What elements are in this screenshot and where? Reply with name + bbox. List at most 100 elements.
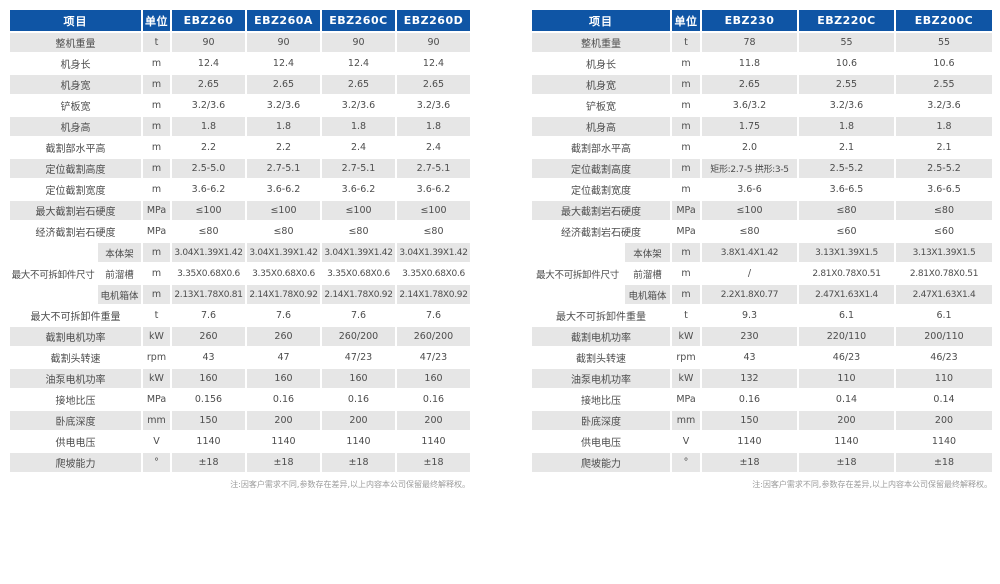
row-label: 卧底深度 bbox=[530, 409, 672, 432]
unit-cell: MPa bbox=[141, 220, 172, 243]
model-column-header: EBZ260A bbox=[245, 8, 322, 33]
row-label: 接地比压 bbox=[8, 388, 143, 411]
row-label: 机身宽 bbox=[8, 73, 143, 96]
table-row: 定位截割高度 m 2.5-5.0 2.7-5.1 2.7-5.1 2.7-5.1 bbox=[8, 157, 472, 180]
model-column-header: EBZ220C bbox=[797, 8, 896, 33]
value-cell: ±18 bbox=[170, 451, 247, 474]
table-row: 机身长 m 12.4 12.4 12.4 12.4 bbox=[8, 52, 472, 75]
value-cell: ±18 bbox=[245, 451, 322, 474]
unit-cell: ° bbox=[141, 451, 172, 474]
unit-cell: m bbox=[141, 94, 172, 117]
value-cell: 90 bbox=[170, 31, 247, 54]
value-cell: 200 bbox=[395, 409, 472, 432]
value-cell: 1.8 bbox=[245, 115, 322, 138]
row-label: 最大不可拆卸件重量 bbox=[530, 304, 672, 327]
value-cell: ≤100 bbox=[170, 199, 247, 222]
table-row: 接地比压 MPa 0.156 0.16 0.16 0.16 bbox=[8, 388, 472, 411]
row-label: 铲板宽 bbox=[8, 94, 143, 117]
unit-cell: V bbox=[141, 430, 172, 453]
unit-cell: m bbox=[670, 52, 702, 75]
value-cell: ≤80 bbox=[395, 220, 472, 243]
value-cell: 10.6 bbox=[894, 52, 994, 75]
value-cell: 1.75 bbox=[700, 115, 799, 138]
table-row: 最大不可拆卸件尺寸 本体架 m 3.8X1.4X1.42 3.13X1.39X1.5 3.… bbox=[530, 241, 994, 306]
value-cell: 3.6-6.2 bbox=[395, 178, 472, 201]
value-cell: 3.2/3.6 bbox=[894, 94, 994, 117]
table-row: 最大不可拆卸件重量 t 7.6 7.6 7.6 7.6 bbox=[8, 304, 472, 327]
row-label: 定位截割高度 bbox=[530, 157, 672, 180]
row-group-label: 最大不可拆卸件尺寸 bbox=[530, 241, 625, 306]
unit-cell: m bbox=[670, 241, 702, 264]
table-row: 机身宽 m 2.65 2.55 2.55 bbox=[530, 73, 994, 96]
value-cell: ≤80 bbox=[894, 199, 994, 222]
value-cell: 11.8 bbox=[700, 52, 799, 75]
value-cell: 12.4 bbox=[170, 52, 247, 75]
value-cell: 7.6 bbox=[170, 304, 247, 327]
value-cell: 2.4 bbox=[395, 136, 472, 159]
value-cell: 260 bbox=[245, 325, 322, 348]
value-cell: 3.04X1.39X1.42 bbox=[395, 241, 472, 264]
value-cell: 0.14 bbox=[894, 388, 994, 411]
model-column-header: EBZ260 bbox=[170, 8, 247, 33]
table-row: 截割头转速 rpm 43 46/23 46/23 bbox=[530, 346, 994, 369]
value-cell: 2.47X1.63X1.4 bbox=[894, 283, 994, 306]
table-row: 油泵电机功率 kW 132 110 110 bbox=[530, 367, 994, 390]
unit-cell: t bbox=[141, 31, 172, 54]
row-label: 机身长 bbox=[530, 52, 672, 75]
value-cell: 6.1 bbox=[894, 304, 994, 327]
table-row: 最大不可拆卸件尺寸 本体架 m 3.04X1.39X1.42 3.04X1.39X1.4… bbox=[8, 241, 472, 306]
unit-cell: m bbox=[141, 262, 172, 285]
value-cell: 43 bbox=[170, 346, 247, 369]
row-label: 机身宽 bbox=[530, 73, 672, 96]
value-cell: 2.7-5.1 bbox=[320, 157, 397, 180]
value-cell: 220/110 bbox=[797, 325, 896, 348]
unit-cell: m bbox=[141, 136, 172, 159]
value-cell: 0.16 bbox=[320, 388, 397, 411]
unit-cell: t bbox=[670, 304, 702, 327]
value-cell: 0.14 bbox=[797, 388, 896, 411]
value-cell: 47/23 bbox=[320, 346, 397, 369]
value-cell: 43 bbox=[700, 346, 799, 369]
value-cell: 55 bbox=[894, 31, 994, 54]
table-row: 截割电机功率 kW 260 260 260/200 260/200 bbox=[8, 325, 472, 348]
row-sublabel: 电机箱体 bbox=[623, 283, 672, 306]
value-cell: 90 bbox=[245, 31, 322, 54]
row-label: 截割头转速 bbox=[530, 346, 672, 369]
value-cell: 1140 bbox=[320, 430, 397, 453]
value-cell: 2.13X1.78X0.81 bbox=[170, 283, 247, 306]
value-cell: 90 bbox=[320, 31, 397, 54]
value-cell: ≤100 bbox=[395, 199, 472, 222]
value-cell: 2.47X1.63X1.4 bbox=[797, 283, 896, 306]
value-cell: ≤80 bbox=[245, 220, 322, 243]
page: 项目 单位 EBZ260 EBZ260A EBZ260C EBZ260D 整机重量 t 90 90… bbox=[8, 8, 994, 489]
unit-cell: m bbox=[141, 115, 172, 138]
table-row: 电机箱体 m 2.2X1.8X0.77 2.47X1.63X1.4 2.47X1.63X… bbox=[531, 283, 994, 306]
unit-cell: MPa bbox=[670, 388, 702, 411]
row-label: 定位截割高度 bbox=[8, 157, 143, 180]
value-cell: ≤80 bbox=[700, 220, 799, 243]
table-row: 截割电机功率 kW 230 220/110 200/110 bbox=[530, 325, 994, 348]
table-row: 卧底深度 mm 150 200 200 bbox=[530, 409, 994, 432]
column-header: 单位 bbox=[141, 8, 172, 33]
unit-cell: rpm bbox=[141, 346, 172, 369]
value-cell: 2.5-5.0 bbox=[170, 157, 247, 180]
value-cell: ±18 bbox=[894, 451, 994, 474]
row-label: 截割电机功率 bbox=[8, 325, 143, 348]
row-label: 机身长 bbox=[8, 52, 143, 75]
spec-table-ebz230-series: 项目 单位 EBZ230 EBZ220C EBZ200C 整机重量 t 78 55 55 机身长 m 1… bbox=[530, 8, 994, 474]
row-sublabel: 本体架 bbox=[623, 241, 672, 264]
value-cell: 3.2/3.6 bbox=[170, 94, 247, 117]
unit-cell: m bbox=[141, 157, 172, 180]
row-label: 卧底深度 bbox=[8, 409, 143, 432]
value-cell: 90 bbox=[395, 31, 472, 54]
row-sublabel: 前溜槽 bbox=[623, 262, 672, 285]
model-column-header: EBZ260C bbox=[320, 8, 397, 33]
value-cell: 9.3 bbox=[700, 304, 799, 327]
value-cell: ≤60 bbox=[797, 220, 896, 243]
value-cell: 2.55 bbox=[894, 73, 994, 96]
table-row: 截割部水平高 m 2.0 2.1 2.1 bbox=[530, 136, 994, 159]
value-cell: ≤100 bbox=[245, 199, 322, 222]
row-sublabel: 本体架 bbox=[96, 241, 143, 264]
value-cell: 1.8 bbox=[797, 115, 896, 138]
value-cell: 150 bbox=[170, 409, 247, 432]
